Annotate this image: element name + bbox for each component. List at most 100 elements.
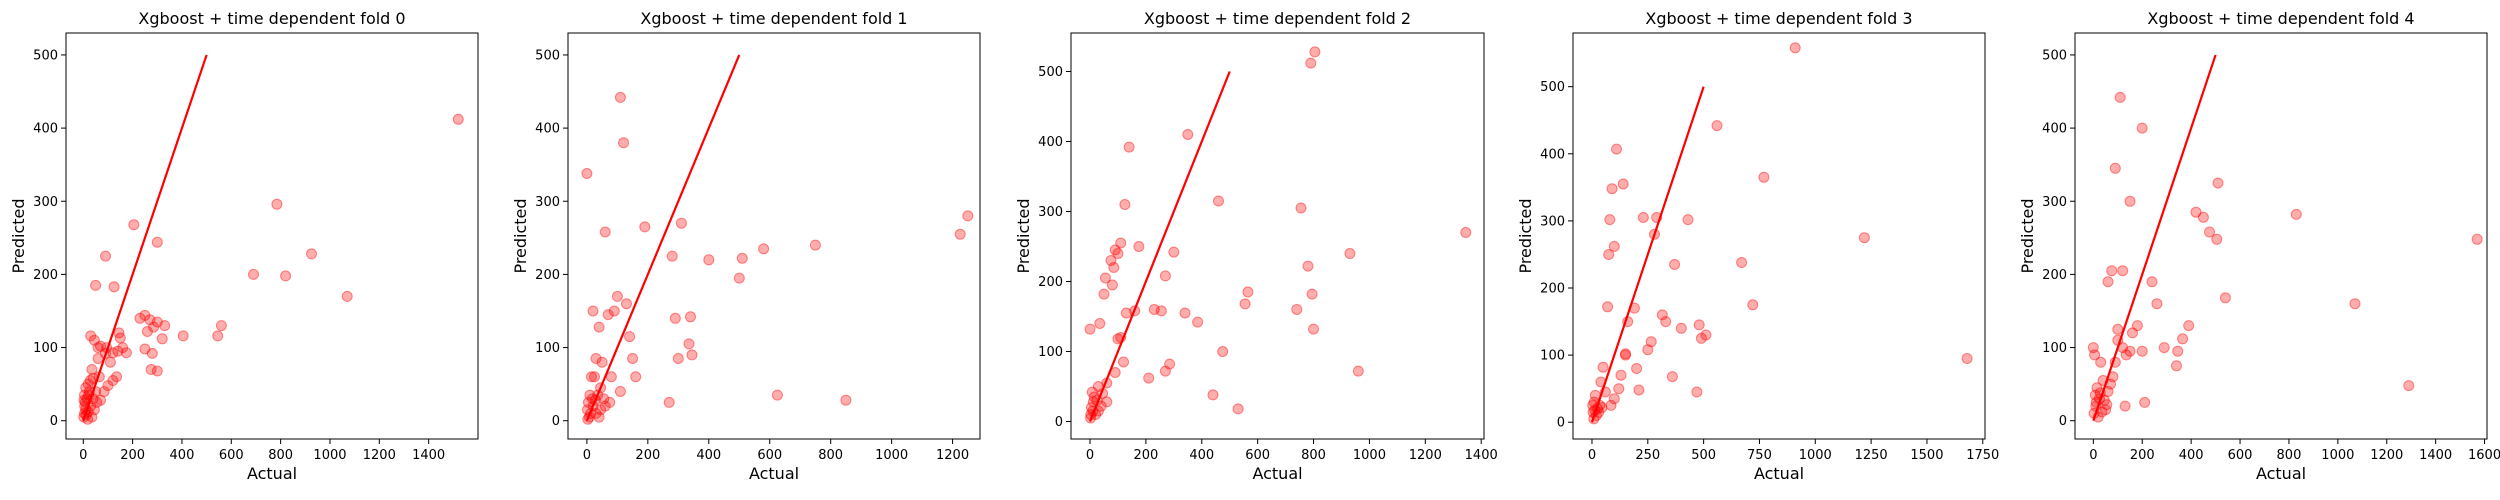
data-point bbox=[1660, 316, 1672, 328]
x-tick-label: 600 bbox=[2228, 448, 2253, 463]
y-tick-label: 100 bbox=[2042, 341, 2067, 356]
x-tick-label: 800 bbox=[818, 448, 843, 463]
data-point bbox=[2112, 323, 2124, 335]
data-point bbox=[614, 386, 626, 397]
data-point bbox=[2117, 265, 2129, 277]
data-point bbox=[452, 113, 464, 125]
x-tick-label: 800 bbox=[2277, 448, 2302, 463]
data-point bbox=[1691, 386, 1703, 398]
data-point bbox=[1106, 279, 1118, 291]
data-point bbox=[1217, 346, 1229, 357]
data-point bbox=[1606, 183, 1618, 195]
data-point bbox=[98, 386, 110, 397]
data-point bbox=[1961, 353, 1973, 364]
data-point bbox=[840, 394, 852, 406]
data-point bbox=[2171, 360, 2182, 372]
y-tick-label: 100 bbox=[1038, 345, 1063, 360]
data-point bbox=[151, 365, 163, 377]
plot-frame bbox=[567, 32, 981, 440]
y-tick-label: 300 bbox=[2042, 195, 2067, 210]
data-point bbox=[88, 404, 100, 416]
data-point bbox=[614, 91, 626, 103]
x-tick-label: 1000 bbox=[1799, 448, 1832, 463]
data-point bbox=[107, 347, 119, 359]
data-point bbox=[1633, 384, 1645, 396]
data-point bbox=[2114, 91, 2126, 103]
data-point bbox=[1302, 260, 1314, 272]
x-tick-label: 1000 bbox=[313, 448, 346, 463]
data-point bbox=[117, 342, 129, 354]
x-tick-label: 1200 bbox=[2370, 448, 2403, 463]
y-axis-label: Predicted bbox=[511, 198, 530, 273]
x-tick-label: 1600 bbox=[2468, 448, 2500, 463]
x-tick-label: 200 bbox=[120, 448, 145, 463]
data-point bbox=[1105, 255, 1117, 266]
data-point bbox=[2172, 345, 2184, 357]
data-point bbox=[1112, 248, 1124, 259]
data-point bbox=[79, 389, 90, 401]
data-points bbox=[78, 113, 464, 425]
data-point bbox=[1084, 323, 1096, 335]
data-point bbox=[2151, 298, 2163, 310]
data-point bbox=[92, 353, 104, 364]
data-point bbox=[1631, 363, 1643, 374]
data-point bbox=[1615, 369, 1627, 381]
data-point bbox=[584, 389, 596, 401]
x-tick-label: 600 bbox=[757, 448, 782, 463]
reference-line bbox=[82, 54, 208, 422]
y-tick-label: 0 bbox=[2059, 414, 2067, 429]
data-point bbox=[604, 396, 616, 408]
y-tick-label: 0 bbox=[1557, 416, 1565, 431]
scatter-panel-4: 0 200 400 600 800 1000 1200 1400 1600 0 100 200 300 4… bbox=[2018, 9, 2500, 483]
x-tick-label: 1400 bbox=[1465, 448, 1498, 463]
data-point bbox=[146, 347, 158, 359]
data-point bbox=[630, 371, 642, 383]
data-point bbox=[1620, 349, 1631, 361]
data-point bbox=[341, 290, 353, 302]
data-point bbox=[1597, 361, 1609, 373]
data-points bbox=[1084, 46, 1472, 424]
data-point bbox=[593, 321, 605, 333]
x-tick-label: 1000 bbox=[875, 448, 908, 463]
data-point bbox=[703, 254, 715, 266]
plot-frame bbox=[65, 32, 479, 440]
y-tick-label: 100 bbox=[1540, 349, 1565, 364]
data-point bbox=[139, 343, 151, 355]
chart-title: Xgboost + time dependent fold 2 bbox=[1144, 9, 1411, 28]
data-point bbox=[1736, 257, 1748, 268]
data-point bbox=[1642, 344, 1654, 356]
x-tick-label: 200 bbox=[1133, 448, 1158, 463]
y-axis-label: Predicted bbox=[2018, 198, 2037, 273]
data-point bbox=[599, 400, 611, 412]
y-tick-label: 200 bbox=[535, 268, 560, 283]
data-point bbox=[2183, 320, 2195, 332]
y-tick-label: 400 bbox=[1540, 147, 1565, 162]
data-point bbox=[144, 314, 156, 326]
data-point bbox=[1291, 304, 1303, 315]
data-point bbox=[280, 270, 292, 282]
data-point bbox=[1168, 246, 1180, 258]
y-tick-label: 100 bbox=[33, 341, 58, 356]
x-tick-label: 250 bbox=[1635, 448, 1660, 463]
data-point bbox=[2471, 233, 2483, 245]
reference-line bbox=[2092, 54, 2217, 422]
y-tick-label: 400 bbox=[535, 122, 560, 137]
scatter-panel-3: 0 250 500 750 1000 1250 1500 1750 0 100 200 300 400 5… bbox=[1516, 9, 1999, 483]
data-point bbox=[1608, 240, 1620, 252]
data-point bbox=[809, 239, 821, 251]
data-point bbox=[159, 320, 171, 332]
x-tick-label: 750 bbox=[1747, 448, 1772, 463]
data-point bbox=[1118, 356, 1129, 368]
data-point bbox=[1352, 365, 1364, 377]
x-tick-label: 200 bbox=[635, 448, 660, 463]
data-point bbox=[112, 345, 124, 357]
data-point bbox=[151, 236, 163, 248]
data-point bbox=[2139, 396, 2151, 408]
x-tick-label: 200 bbox=[2130, 448, 2155, 463]
data-point bbox=[1602, 301, 1614, 313]
data-point bbox=[685, 311, 696, 323]
data-point bbox=[2091, 382, 2103, 394]
data-point bbox=[1682, 214, 1694, 226]
data-point bbox=[248, 268, 259, 280]
